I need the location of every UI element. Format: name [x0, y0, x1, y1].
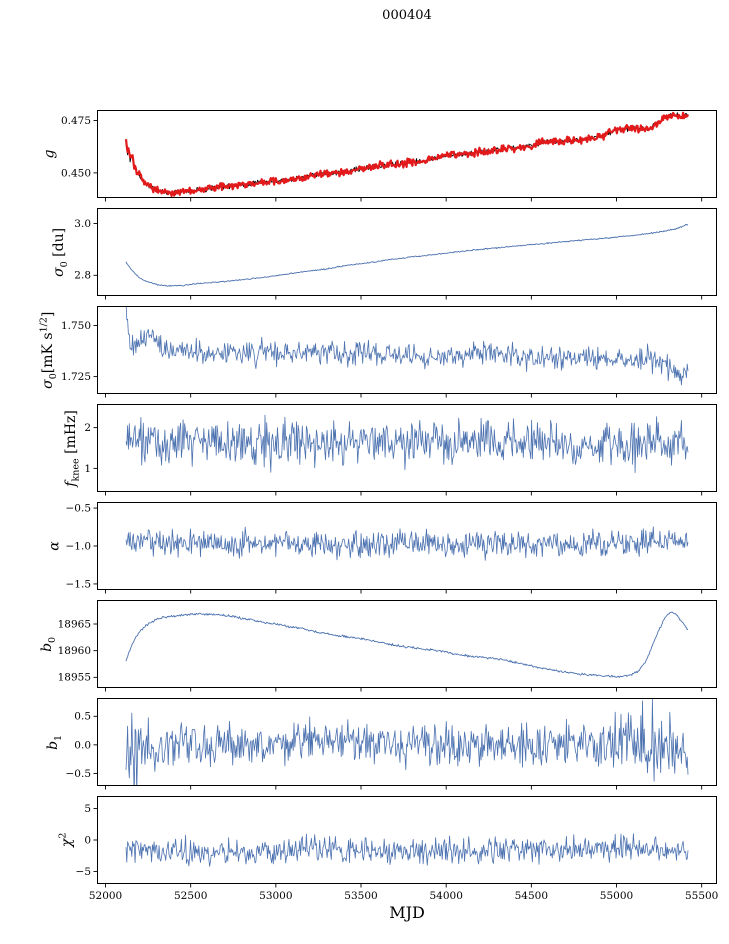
plot-area-b0: 18965 18960 18955 — [58, 600, 717, 692]
panel-g: g 0.475 0.450 — [0, 110, 729, 202]
y-tick-label: 1 — [84, 463, 91, 475]
y-tick-label: −0.5 — [66, 768, 92, 780]
series-b0-values — [125, 611, 689, 678]
y-tick-label: 0.450 — [61, 167, 91, 179]
y-tick-label: 0.475 — [61, 115, 91, 127]
series-sigma0-du-values — [125, 224, 689, 287]
plot-area-fknee: 21 — [84, 404, 717, 496]
panel-sigma0-mK: σ0[mK s1/2] 1.750 1.725 — [0, 306, 729, 398]
series-g-data — [124, 111, 689, 197]
y-axis-label-g: g — [41, 149, 57, 159]
plot-area-b1: 0.5 0.0 −0.5 — [66, 698, 717, 790]
y-tick-label: 0.0 — [74, 739, 91, 751]
panel-b0: b0 18965 18960 18955 — [0, 600, 729, 692]
y-axis-label-fknee: fknee [mHz] — [62, 409, 82, 487]
x-tick-label: 52000 — [89, 890, 122, 902]
plot-area-g: 0.475 0.450 — [61, 110, 717, 202]
axes-frame — [97, 404, 717, 492]
axes-frame — [97, 208, 717, 296]
panel-chi2: χ2 5 0 −5 52000 52500 53000 53500 54000 54500 5500… — [0, 796, 729, 902]
plot-area-sigma0-mK: 1.750 1.725 — [61, 306, 717, 398]
chart-title: 000404 — [382, 8, 432, 23]
axes-frame — [97, 698, 717, 786]
y-tick-label: 2 — [84, 422, 91, 434]
series-g-fit — [125, 112, 689, 196]
plot-area-chi2: 5 0 −5 52000 52500 53000 53500 54000 54500 55000 5… — [76, 796, 718, 902]
axes-frame — [97, 306, 717, 394]
axes-frame — [97, 600, 717, 688]
y-tick-label: 0 — [84, 834, 91, 846]
y-tick-label: 18965 — [58, 618, 91, 630]
x-tick-label: 55000 — [600, 890, 633, 902]
axes-frame — [97, 796, 717, 884]
panel-alpha: α −0.5 −1.0 −1.5 — [0, 502, 729, 594]
y-tick-label: 1.725 — [61, 371, 91, 383]
y-axis-label-b0: b0 — [39, 636, 59, 652]
series-b1-values — [125, 698, 689, 786]
y-tick-label: −0.5 — [66, 502, 92, 514]
y-tick-label: 3.0 — [74, 218, 91, 230]
series-fknee-values — [125, 414, 689, 473]
y-tick-label: 18955 — [58, 672, 91, 684]
series-chi2-values — [125, 833, 689, 867]
y-tick-label: −5 — [76, 866, 91, 878]
plot-area-sigma0-du: 3.0 2.8 — [74, 208, 717, 300]
x-tick-label: 53000 — [259, 890, 292, 902]
y-tick-label: 18960 — [58, 645, 91, 657]
y-tick-label: 1.750 — [61, 320, 91, 332]
panel-fknee: fknee [mHz] 2 1 — [0, 404, 729, 496]
series-alpha-values — [125, 526, 689, 561]
x-tick-label: 52500 — [174, 890, 207, 902]
y-axis-label-alpha: α — [46, 541, 63, 551]
y-tick-label: −1.5 — [66, 578, 92, 590]
axes-frame — [97, 502, 717, 590]
y-tick-label: 5 — [84, 803, 91, 815]
x-tick-label: 53500 — [344, 890, 377, 902]
panel-b1: b1 0.5 0.0 −0.5 — [0, 698, 729, 790]
y-tick-label: 0.5 — [74, 711, 91, 723]
axes-frame — [97, 110, 717, 198]
series-sigma0-mK-values — [125, 306, 689, 386]
y-tick-label: 2.8 — [74, 270, 91, 282]
y-tick-label: −1.0 — [66, 540, 92, 552]
plot-area-alpha: −0.5 −1.0 −1.5 — [66, 502, 717, 594]
y-axis-label-sigma0-mK: σ0[mK s1/2] — [38, 311, 60, 389]
panel-sigma0-du: σ0 [du] 3.0 2.8 — [0, 208, 729, 300]
y-axis-label-b1: b1 — [45, 734, 65, 750]
x-tick-label: 55500 — [685, 890, 718, 902]
y-axis-label-sigma0-du: σ0 [du] — [51, 227, 70, 277]
x-tick-label: 54000 — [429, 890, 462, 902]
x-axis-label: MJD — [389, 903, 425, 922]
x-tick-label: 54500 — [515, 890, 548, 902]
y-axis-label-chi2: χ2 — [57, 832, 76, 848]
